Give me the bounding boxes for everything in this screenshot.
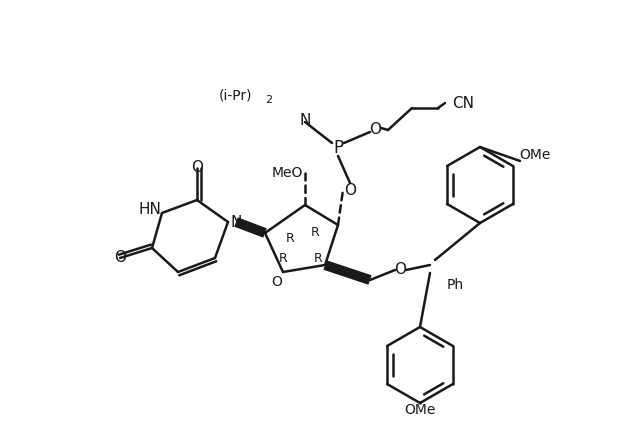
Text: O: O — [272, 275, 283, 289]
Text: N: N — [299, 113, 311, 127]
Text: R: R — [286, 232, 294, 244]
Text: N: N — [230, 215, 242, 230]
Text: O: O — [344, 182, 356, 198]
Text: MeO: MeO — [271, 166, 303, 180]
Text: P: P — [333, 139, 343, 157]
Text: 2: 2 — [265, 95, 272, 105]
Text: Ph: Ph — [446, 278, 463, 292]
Text: O: O — [191, 161, 203, 176]
Text: R: R — [311, 226, 319, 238]
Text: R: R — [313, 252, 322, 264]
Text: CN: CN — [452, 96, 474, 110]
Text: O: O — [394, 263, 406, 278]
Text: HN: HN — [138, 201, 162, 216]
Text: O: O — [114, 250, 126, 266]
Text: O: O — [369, 122, 381, 138]
Text: OMe: OMe — [519, 148, 551, 162]
Text: OMe: OMe — [404, 403, 436, 417]
Text: (i-Pr): (i-Pr) — [218, 88, 252, 102]
Text: R: R — [279, 252, 287, 264]
